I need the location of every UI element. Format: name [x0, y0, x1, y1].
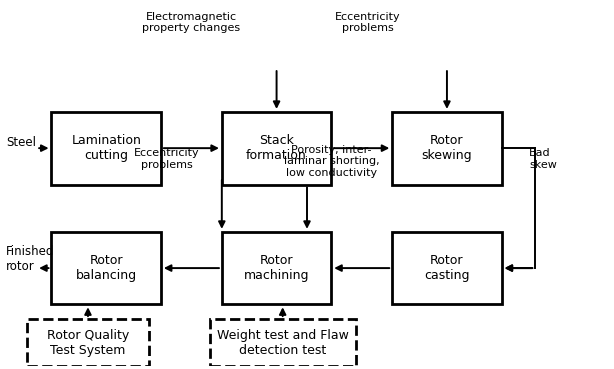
Text: Rotor
balancing: Rotor balancing [76, 254, 137, 282]
FancyBboxPatch shape [392, 232, 502, 304]
FancyBboxPatch shape [52, 112, 161, 184]
Text: Electromagnetic
property changes: Electromagnetic property changes [142, 12, 241, 34]
Text: Eccentricity
problems: Eccentricity problems [335, 12, 401, 34]
FancyBboxPatch shape [392, 112, 502, 184]
Text: Steel: Steel [6, 136, 36, 149]
Text: Finished
rotor: Finished rotor [6, 245, 54, 273]
Text: Rotor
casting: Rotor casting [424, 254, 470, 282]
Text: Eccentricity
problems: Eccentricity problems [134, 148, 200, 170]
FancyBboxPatch shape [222, 232, 332, 304]
Text: Weight test and Flaw
detection test: Weight test and Flaw detection test [217, 329, 349, 356]
Text: Lamination
cutting: Lamination cutting [71, 134, 141, 162]
Text: Bad
skew: Bad skew [529, 148, 557, 170]
Text: Porosity, inter-
laminar shorting,
low conductivity: Porosity, inter- laminar shorting, low c… [284, 145, 379, 178]
Text: Rotor
machining: Rotor machining [244, 254, 309, 282]
Text: Stack
formation: Stack formation [246, 134, 307, 162]
FancyBboxPatch shape [27, 319, 149, 366]
FancyBboxPatch shape [52, 232, 161, 304]
Text: Rotor Quality
Test System: Rotor Quality Test System [47, 329, 129, 356]
FancyBboxPatch shape [209, 319, 356, 366]
FancyBboxPatch shape [222, 112, 332, 184]
Text: Rotor
skewing: Rotor skewing [422, 134, 472, 162]
